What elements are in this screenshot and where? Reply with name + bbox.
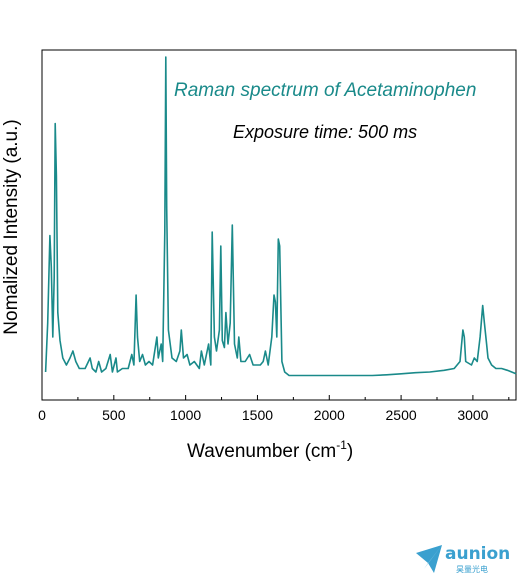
exposure-annotation: Exposure time: 500 ms xyxy=(233,122,417,142)
chart-title: Raman spectrum of Acetaminophen xyxy=(174,80,476,101)
logo-sub: 昊量光电 xyxy=(456,565,488,574)
spectrum-series-line xyxy=(44,56,517,377)
logo-name: aunion xyxy=(445,544,511,564)
aunion-logo: aunion 昊量光电 xyxy=(414,543,519,579)
x-tick-label: 2000 xyxy=(314,407,345,423)
y-axis-label: Nomalized Intensity (a.u.) xyxy=(1,119,22,334)
x-tick-label: 1000 xyxy=(170,407,201,423)
x-tick-label: 1500 xyxy=(242,407,273,423)
x-axis-label: Wavenumber (cm-1) xyxy=(187,438,353,462)
plot-frame xyxy=(41,49,517,401)
x-tick-label: 3000 xyxy=(457,407,488,423)
x-axis-label-sup: -1 xyxy=(336,438,347,452)
x-tick-label: 0 xyxy=(38,407,46,423)
x-axis-label-end: ) xyxy=(347,441,353,462)
x-axis-ticks: 0 500 1000 1500 2000 2500 3000 xyxy=(38,395,510,423)
x-tick-label: 2500 xyxy=(386,407,417,423)
paper-plane-icon xyxy=(416,545,442,573)
x-tick-label: 500 xyxy=(102,407,126,423)
x-axis-label-main: Wavenumber (cm xyxy=(187,441,336,462)
